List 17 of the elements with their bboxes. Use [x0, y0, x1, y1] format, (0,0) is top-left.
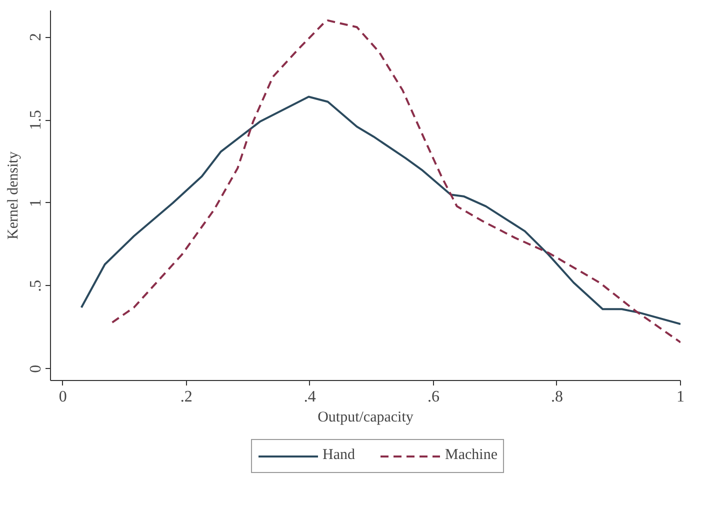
- x-tick-label: 0: [58, 388, 67, 406]
- x-tick-label: .4: [304, 388, 316, 406]
- y-tick-label: 2: [28, 33, 44, 42]
- y-tick-label: 0: [28, 364, 44, 373]
- x-tick-label: 1: [676, 388, 684, 406]
- y-axis-title: Kernel density: [6, 151, 22, 240]
- x-tick-label: .8: [550, 388, 563, 406]
- legend-label: Hand: [322, 447, 356, 464]
- x-tick-label: .6: [427, 388, 440, 406]
- x-axis-title: Output/capacity: [318, 410, 414, 426]
- legend-label: Machine: [445, 447, 498, 464]
- y-tick-label: 1.5: [28, 110, 44, 130]
- line-series: [111, 19, 680, 344]
- x-tick-label: .2: [180, 388, 192, 406]
- y-tick-label: .5: [28, 280, 44, 292]
- y-tick-label: 1: [28, 198, 44, 207]
- line-series: [80, 96, 680, 326]
